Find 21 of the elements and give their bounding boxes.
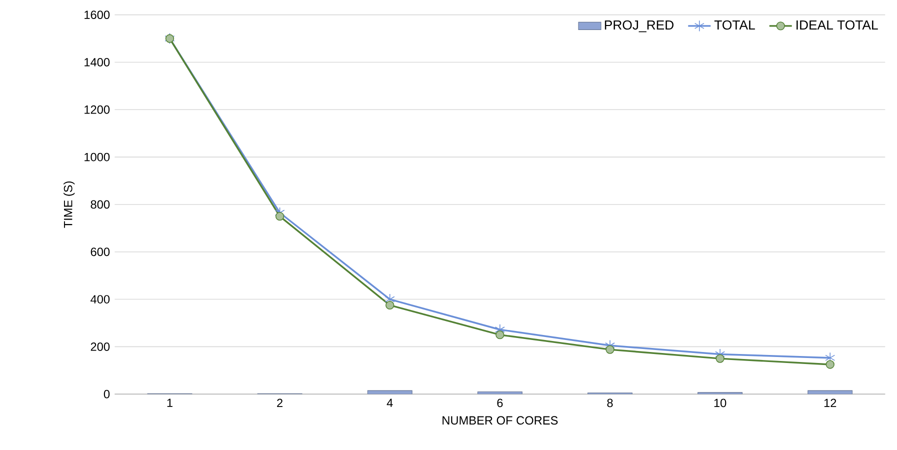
y-tick-label: 600 [90, 247, 110, 256]
x-tick-label: 6 [497, 398, 503, 407]
y-tick-label: 1000 [84, 152, 110, 162]
x-tick-label: 2 [277, 398, 282, 407]
x-tick-label: 12 [824, 398, 836, 407]
x-tick-label: 4 [386, 398, 393, 407]
x-tick-label: 8 [607, 398, 613, 407]
x-tick-label: 10 [714, 398, 726, 407]
y-tick-label: 200 [90, 342, 110, 351]
legend-label: TOTAL [714, 20, 755, 30]
legend-label: PROJ_RED [604, 20, 674, 32]
y-tick-label: 1400 [84, 58, 110, 66]
x-axis-title: NUMBER OF CORES [442, 416, 558, 424]
y-tick-label: 0 [104, 390, 110, 398]
y-tick-label: 1600 [84, 10, 110, 19]
y-tick-label: 800 [90, 200, 110, 208]
legend-label: IDEAL TOTAL [796, 20, 878, 30]
x-tick-label: 1 [167, 398, 172, 407]
y-tick-label: 1200 [84, 105, 110, 114]
y-tick-label: 400 [90, 294, 110, 304]
y-axis-title: TIME (S) [64, 181, 75, 228]
